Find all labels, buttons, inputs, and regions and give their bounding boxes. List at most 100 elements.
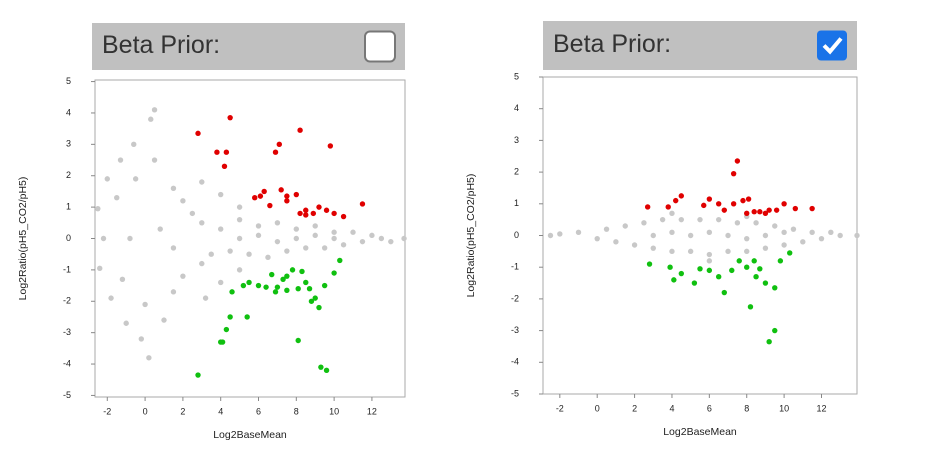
data-point [331,229,337,235]
data-point [644,204,651,210]
data-point [751,209,757,215]
data-point [762,232,769,239]
y-tick-label: -1 [511,262,519,272]
data-point [669,248,675,255]
data-point [321,245,328,251]
y-tick-label: -1 [63,264,71,274]
data-point [132,176,139,182]
data-point [388,238,394,245]
data-point [818,235,825,242]
data-point [744,210,750,217]
data-point [170,185,177,191]
y-tick-label: -2 [63,296,71,306]
data-point [246,279,252,286]
data-point [340,242,347,248]
checkbox[interactable] [817,30,847,61]
data-point [751,258,757,264]
data-point [327,143,334,149]
data-point [766,338,772,345]
data-point [331,270,337,276]
data-point [671,277,677,283]
data-point [246,251,252,257]
y-tick-label: 0 [66,233,71,243]
data-point [777,258,784,264]
x-tick-label: -2 [103,406,111,416]
data-point [97,265,103,272]
data-point [730,201,737,207]
y-tick-label: 5 [66,76,71,86]
data-point [673,197,679,204]
data-point [303,245,309,251]
data-point [753,220,759,226]
data-point [265,254,271,261]
data-point [306,286,313,292]
data-point [678,193,685,199]
data-point [706,251,713,258]
y-tick-label: -5 [511,388,519,398]
data-point [146,355,152,361]
x-axis-title: Log2BaseMean [663,426,737,438]
data-point [272,289,279,295]
data-point [255,232,262,239]
data-point [312,295,318,301]
data-point [725,248,731,255]
data-point [318,364,324,370]
data-point [312,223,318,229]
data-point [650,245,656,251]
data-point [691,280,698,286]
data-point [127,235,133,242]
data-point [772,327,778,334]
y-axis-title: Log2Ratio(pH5_CO2/pH5) [465,174,477,298]
checkbox[interactable] [364,30,396,63]
data-point [766,207,772,213]
data-point [809,229,815,236]
data-point [255,223,262,229]
data-point [687,248,694,255]
data-point [119,276,126,283]
x-axis-title: Log2BaseMean [213,429,287,441]
data-point [323,367,330,374]
data-point [297,210,303,217]
data-point [667,264,673,270]
header-title: Beta Prior: [553,30,671,58]
x-tick-label: 4 [218,406,223,416]
data-point [331,210,337,217]
data-point [641,220,647,226]
data-point [721,207,727,213]
data-point [280,276,286,283]
y-tick-label: 1 [66,201,71,211]
data-point [263,284,269,290]
data-point [223,149,230,155]
x-tick-label: 4 [669,403,674,413]
data-point [744,248,750,255]
plot-frame [94,79,406,398]
data-point [665,204,671,210]
data-point [401,235,407,242]
data-point [295,337,301,344]
y-tick-label: -4 [511,357,519,367]
data-point [715,216,722,223]
data-point [214,149,220,155]
data-point [603,226,610,232]
data-point [95,205,101,212]
x-tick-label: 8 [294,406,299,416]
data-point [557,231,563,237]
data-point [148,116,154,122]
data-point [293,191,300,198]
data-point [267,202,273,209]
data-point [650,232,656,239]
data-point [706,229,713,236]
data-point [772,223,778,229]
data-point [730,170,737,177]
data-point [303,212,309,218]
data-point [274,238,281,245]
data-point [790,226,797,232]
data-point [114,194,120,201]
data-point [199,220,205,226]
data-point [773,207,780,213]
data-point [646,261,653,267]
data-point [781,242,787,248]
